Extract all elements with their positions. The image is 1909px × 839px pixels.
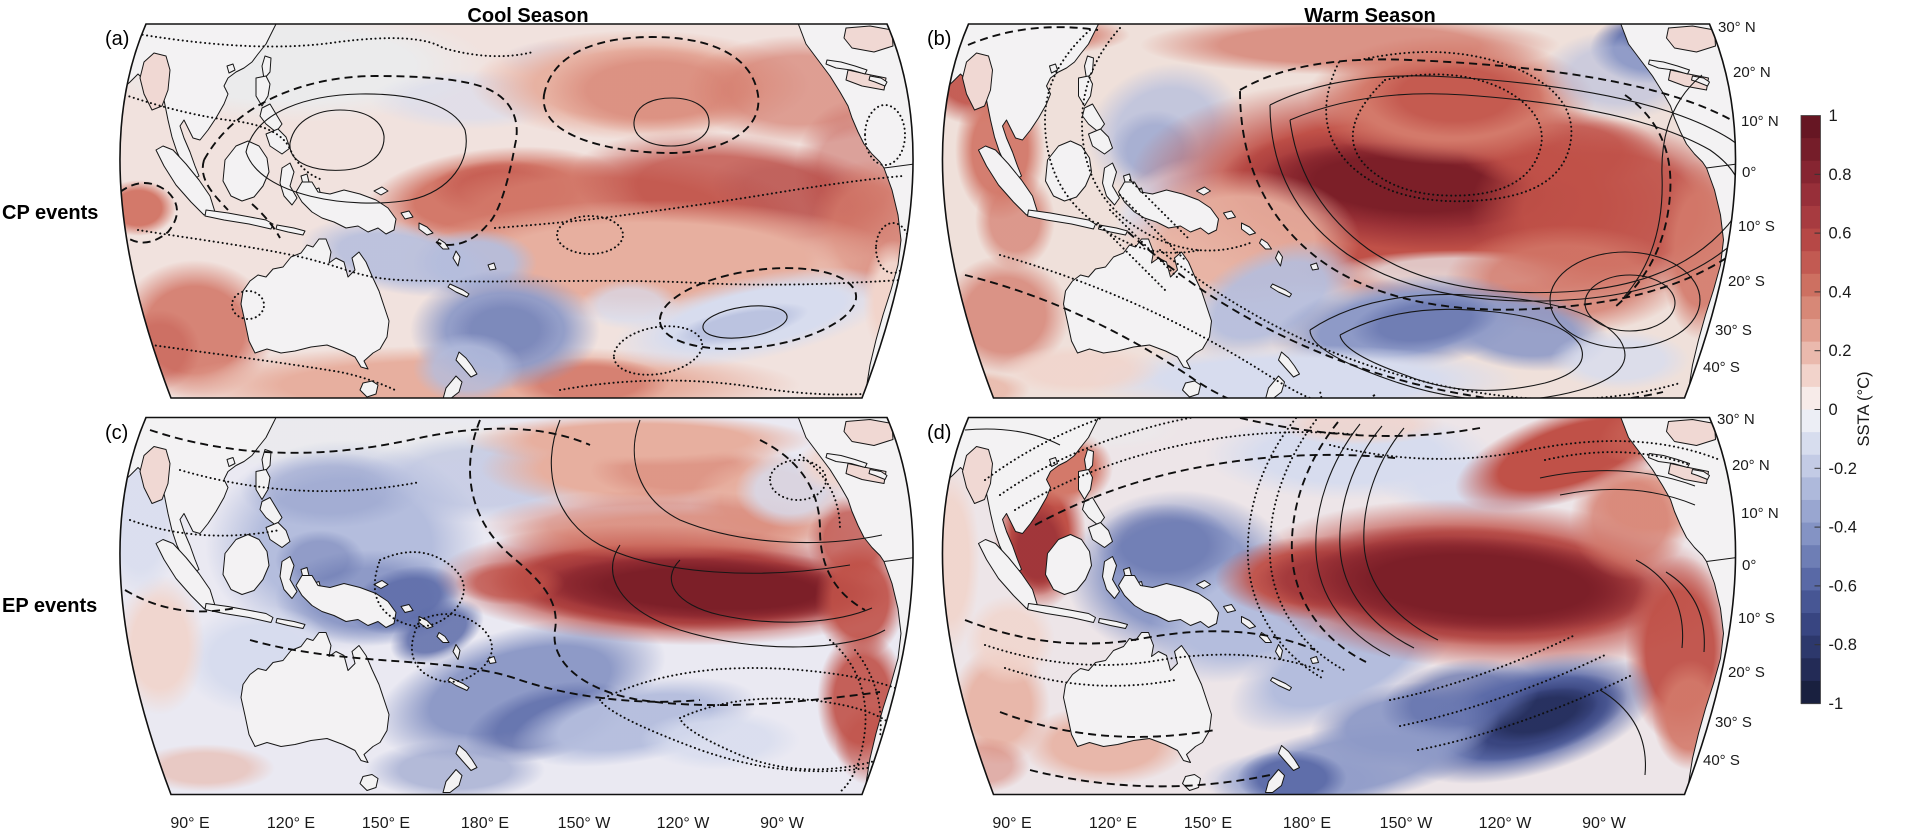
svg-text:-0.2: -0.2: [1829, 460, 1857, 478]
svg-text:SSTA (°C): SSTA (°C): [1855, 371, 1873, 446]
svg-text:10° N: 10° N: [1741, 505, 1779, 522]
svg-text:90° E: 90° E: [992, 815, 1031, 832]
svg-text:0.4: 0.4: [1829, 283, 1852, 301]
svg-text:20° N: 20° N: [1733, 64, 1771, 81]
svg-text:20° S: 20° S: [1728, 273, 1765, 290]
svg-text:Cool Season: Cool Season: [467, 5, 588, 27]
svg-text:180° E: 180° E: [461, 815, 509, 832]
svg-text:30° S: 30° S: [1715, 322, 1752, 339]
svg-text:CP events: CP events: [2, 202, 98, 224]
svg-text:0.2: 0.2: [1829, 342, 1852, 360]
svg-text:30° N: 30° N: [1718, 19, 1756, 36]
svg-text:-1: -1: [1829, 695, 1844, 713]
svg-text:120° W: 120° W: [657, 815, 711, 832]
svg-text:180° E: 180° E: [1283, 815, 1331, 832]
svg-text:90° W: 90° W: [1582, 815, 1627, 832]
svg-text:20° N: 20° N: [1732, 457, 1770, 474]
svg-text:-0.8: -0.8: [1829, 636, 1857, 654]
svg-text:-0.4: -0.4: [1829, 519, 1857, 537]
svg-text:Warm Season: Warm Season: [1304, 5, 1436, 27]
svg-text:-0.6: -0.6: [1829, 577, 1857, 595]
svg-text:150° W: 150° W: [1380, 815, 1434, 832]
svg-text:10° N: 10° N: [1741, 113, 1779, 130]
svg-text:10° S: 10° S: [1738, 218, 1775, 235]
svg-text:0.6: 0.6: [1829, 225, 1852, 243]
svg-text:(a): (a): [105, 28, 129, 50]
svg-text:(c): (c): [105, 422, 128, 444]
svg-text:(b): (b): [927, 28, 951, 50]
svg-text:90° E: 90° E: [170, 815, 209, 832]
svg-text:30° N: 30° N: [1717, 411, 1755, 428]
svg-text:0°: 0°: [1742, 557, 1756, 574]
svg-text:120° E: 120° E: [1089, 815, 1137, 832]
svg-text:40° S: 40° S: [1703, 359, 1740, 376]
svg-text:1: 1: [1829, 107, 1838, 125]
svg-text:EP events: EP events: [2, 595, 97, 617]
svg-text:0: 0: [1829, 401, 1838, 419]
svg-text:10° S: 10° S: [1738, 610, 1775, 627]
svg-text:0°: 0°: [1742, 164, 1756, 181]
svg-text:150° E: 150° E: [1184, 815, 1232, 832]
svg-text:(d): (d): [927, 422, 951, 444]
svg-text:90° W: 90° W: [760, 815, 805, 832]
svg-text:150° E: 150° E: [362, 815, 410, 832]
svg-text:120° E: 120° E: [267, 815, 315, 832]
svg-text:40° S: 40° S: [1703, 752, 1740, 769]
svg-text:30° S: 30° S: [1715, 714, 1752, 731]
svg-text:20° S: 20° S: [1728, 664, 1765, 681]
svg-text:0.8: 0.8: [1829, 166, 1852, 184]
svg-text:120° W: 120° W: [1479, 815, 1533, 832]
svg-text:150° W: 150° W: [558, 815, 612, 832]
